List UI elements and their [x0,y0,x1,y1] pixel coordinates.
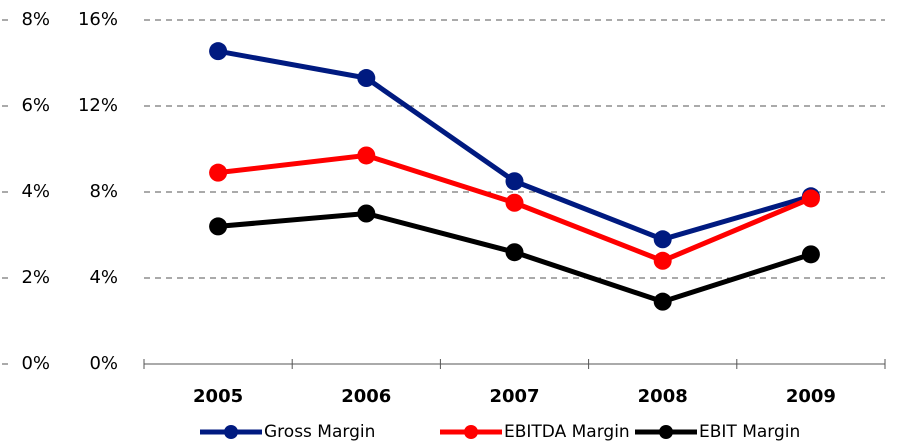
x-tick-label: 2007 [489,386,539,407]
marker [505,172,524,191]
legend-label: Gross Margin [264,422,375,442]
marker [801,245,820,264]
marker [801,189,820,208]
marker [357,204,376,223]
y2-tick-label: 0% [21,353,50,374]
x-tick-label: 2005 [193,386,243,407]
x-tick-label: 2009 [786,386,836,407]
marker [357,69,376,88]
marker [653,251,672,270]
y2-tick-label: 8% [21,9,50,30]
marker [653,292,672,311]
legend-label: EBITDA Margin [504,422,630,442]
legend-marker [464,425,478,439]
x-tick-label: 2008 [638,386,688,407]
legend-marker [224,425,238,439]
y2-tick-label: 4% [21,181,50,202]
y-tick-label: 12% [78,95,118,116]
marker [209,163,228,182]
marker [209,42,228,61]
y-tick-label: 0% [89,353,118,374]
y2-tick-label: 6% [21,95,50,116]
marker [505,193,524,212]
marker [209,217,228,236]
marker [653,230,672,249]
marker [505,243,524,262]
marker [357,146,376,165]
y2-tick-label: 2% [21,267,50,288]
y-tick-label: 16% [78,9,118,30]
x-tick-label: 2006 [341,386,391,407]
y-tick-label: 8% [89,181,118,202]
legend-marker [659,425,673,439]
y-tick-label: 4% [89,267,118,288]
legend-label: EBIT Margin [699,422,800,442]
